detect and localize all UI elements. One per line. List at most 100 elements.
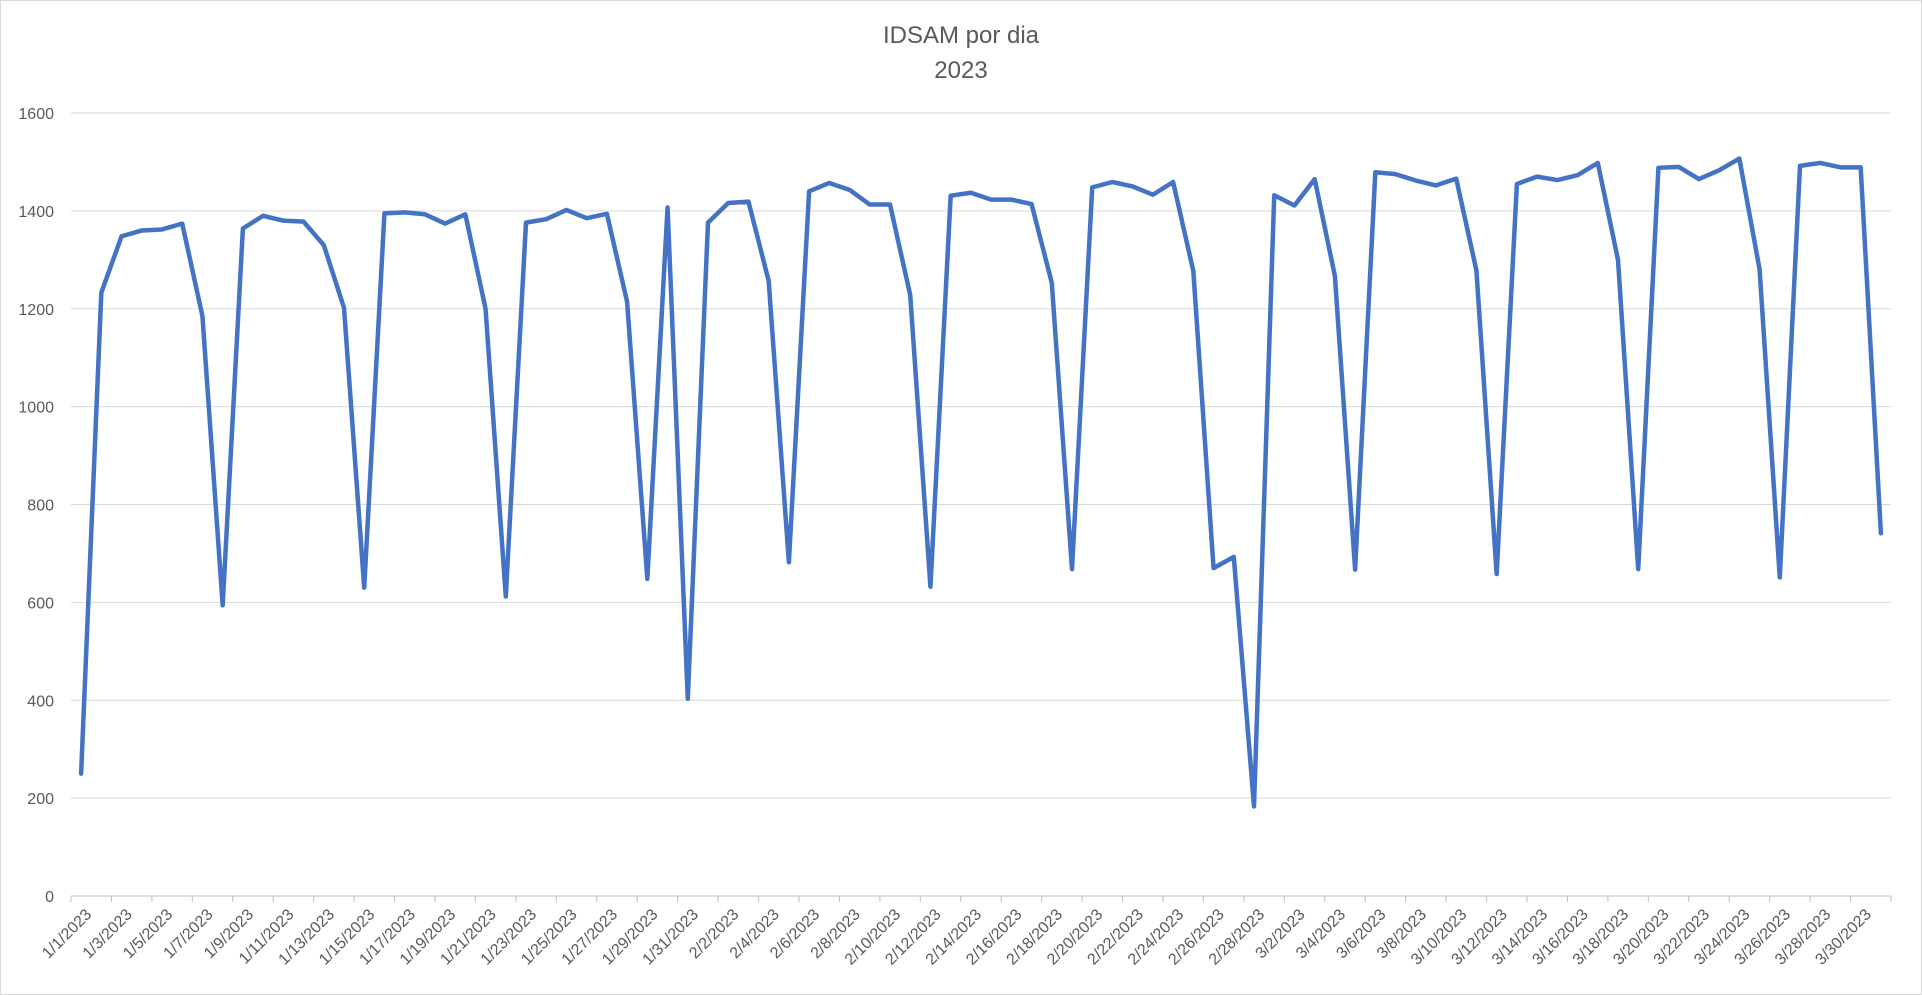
data-point: [463, 212, 467, 216]
data-point: [1414, 178, 1418, 182]
data-point: [1535, 174, 1539, 178]
data-point: [1778, 575, 1782, 579]
y-tick-label: 1200: [18, 302, 54, 319]
data-point: [827, 181, 831, 185]
y-tick-label: 200: [27, 791, 54, 808]
data-point: [342, 306, 346, 310]
data-point: [1636, 567, 1640, 571]
data-point: [1393, 172, 1397, 176]
data-point: [1858, 165, 1862, 169]
data-point: [1373, 170, 1377, 174]
chart-subtitle: 2023: [934, 57, 987, 84]
data-point: [1110, 180, 1114, 184]
series-layer: [78, 156, 1884, 809]
data-point: [140, 228, 144, 232]
data-point: [1596, 161, 1600, 165]
data-point: [382, 211, 386, 215]
data-point: [746, 199, 750, 203]
data-point: [423, 212, 427, 216]
data-point: [686, 697, 690, 701]
data-point: [989, 197, 993, 201]
data-point: [1676, 165, 1680, 169]
y-tick-label: 1000: [18, 400, 54, 417]
data-point: [605, 212, 609, 216]
data-point: [1029, 202, 1033, 206]
data-point: [524, 220, 528, 224]
data-point: [261, 214, 265, 218]
y-axis-ticks: 0 200 400 600 800 1000 1200 1400 1600: [18, 106, 54, 906]
data-point: [1191, 269, 1195, 273]
data-point: [1616, 258, 1620, 262]
data-point: [1333, 274, 1337, 278]
data-point: [1211, 566, 1215, 570]
data-point: [301, 219, 305, 223]
data-point: [1232, 555, 1236, 559]
data-point: [868, 202, 872, 206]
data-point: [79, 771, 83, 775]
x-axis: 1/1/20231/3/20231/5/20231/7/20231/9/2023…: [39, 895, 1892, 969]
data-point: [281, 218, 285, 222]
y-tick-label: 1600: [18, 106, 54, 123]
data-point: [1272, 193, 1276, 197]
data-point: [200, 314, 204, 318]
data-point: [1555, 178, 1559, 182]
data-point: [766, 279, 770, 283]
data-point: [1050, 281, 1054, 285]
data-point: [1171, 180, 1175, 184]
data-point: [504, 594, 508, 598]
data-point: [1838, 165, 1842, 169]
data-point: [544, 217, 548, 221]
data-point: [726, 201, 730, 205]
data-point: [1494, 572, 1498, 576]
data-point: [847, 188, 851, 192]
data-point: [362, 585, 366, 589]
data-point: [1474, 268, 1478, 272]
data-point: [1717, 168, 1721, 172]
data-point: [241, 226, 245, 230]
data-point: [1151, 193, 1155, 197]
data-point: [1879, 531, 1883, 535]
data-point: [1353, 567, 1357, 571]
data-point: [1454, 176, 1458, 180]
data-point: [1070, 567, 1074, 571]
data-point: [969, 191, 973, 195]
data-point: [807, 189, 811, 193]
data-point: [908, 293, 912, 297]
y-tick-label: 1400: [18, 204, 54, 221]
data-point: [160, 227, 164, 231]
data-point: [888, 202, 892, 206]
y-tick-label: 0: [45, 889, 54, 906]
data-point: [928, 585, 932, 589]
data-point: [948, 194, 952, 198]
data-point: [119, 234, 123, 238]
data-point: [220, 603, 224, 607]
data-point: [1292, 203, 1296, 207]
data-point: [645, 577, 649, 581]
y-tick-label: 800: [27, 498, 54, 515]
y-tick-label: 400: [27, 693, 54, 710]
data-point: [1818, 161, 1822, 165]
data-point: [1009, 197, 1013, 201]
data-point: [584, 216, 588, 220]
data-point: [180, 221, 184, 225]
data-point: [564, 208, 568, 212]
data-point: [1798, 164, 1802, 168]
data-point: [402, 210, 406, 214]
y-tick-label: 600: [27, 595, 54, 612]
data-point: [787, 560, 791, 564]
data-point: [1737, 156, 1741, 160]
chart-title: IDSAM por dia: [883, 22, 1040, 49]
data-point: [1090, 185, 1094, 189]
data-point: [1515, 182, 1519, 186]
data-point: [322, 243, 326, 247]
data-point: [483, 307, 487, 311]
data-point: [1434, 183, 1438, 187]
data-point: [1575, 173, 1579, 177]
data-point: [99, 290, 103, 294]
series-line-0: [78, 156, 1884, 809]
gridlines: [71, 112, 1891, 799]
data-point: [1697, 177, 1701, 181]
data-point: [706, 220, 710, 224]
